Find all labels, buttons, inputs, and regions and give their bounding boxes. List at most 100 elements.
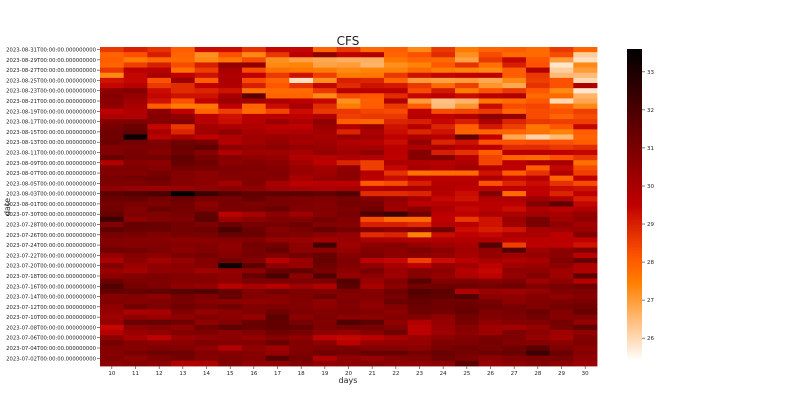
heatmap-cell bbox=[100, 252, 125, 259]
heatmap-cell bbox=[336, 191, 361, 197]
heatmap-cell bbox=[171, 247, 196, 254]
heatmap-cell bbox=[384, 57, 409, 63]
heatmap-cell bbox=[526, 211, 551, 218]
y-tick-label: 2023-07-12T00:00:00.000000000 bbox=[6, 305, 96, 311]
heatmap-cell bbox=[549, 340, 574, 346]
heatmap-cell bbox=[407, 355, 432, 362]
heatmap-cell bbox=[194, 62, 219, 68]
heatmap-cell bbox=[502, 77, 527, 84]
heatmap-cell bbox=[336, 196, 361, 202]
heatmap-cell bbox=[100, 263, 125, 269]
heatmap-cell bbox=[502, 72, 527, 79]
heatmap-cell bbox=[478, 124, 503, 130]
heatmap-cell bbox=[336, 273, 361, 279]
heatmap-cell bbox=[100, 335, 125, 341]
heatmap-cell bbox=[147, 360, 172, 367]
heatmap-cell bbox=[218, 329, 243, 336]
heatmap-cell bbox=[313, 227, 338, 233]
x-tick-label: 28 bbox=[534, 371, 541, 377]
heatmap-cell bbox=[242, 299, 267, 305]
heatmap-cell bbox=[526, 263, 551, 269]
heatmap-cell bbox=[242, 170, 267, 177]
heatmap-cell bbox=[336, 155, 361, 161]
heatmap-cell bbox=[526, 155, 551, 161]
heatmap-cell bbox=[502, 67, 527, 74]
y-axis-ticks: 2023-08-31T00:00:00.000000000 2023-08-29T… bbox=[6, 48, 100, 362]
heatmap-cell bbox=[502, 62, 527, 68]
heatmap-cell bbox=[431, 83, 456, 89]
heatmap-cell bbox=[147, 304, 172, 310]
heatmap-cell bbox=[407, 77, 432, 84]
y-tick-label: 2023-07-22T00:00:00.000000000 bbox=[6, 253, 96, 259]
heatmap-cell bbox=[360, 268, 385, 274]
heatmap-cell bbox=[289, 360, 314, 367]
heatmap-cell bbox=[407, 216, 432, 223]
heatmap-cell bbox=[573, 149, 598, 156]
heatmap-cell bbox=[431, 67, 456, 74]
heatmap-cell bbox=[573, 288, 598, 295]
heatmap-cell bbox=[147, 293, 172, 300]
heatmap-cell bbox=[549, 227, 574, 233]
heatmap-cell bbox=[549, 329, 574, 336]
heatmap-cell bbox=[384, 191, 409, 197]
heatmap-cell bbox=[360, 165, 385, 171]
heatmap-cell bbox=[147, 57, 172, 63]
colorbar-tick-label: 33 bbox=[647, 70, 654, 76]
heatmap-cell bbox=[336, 129, 361, 135]
heatmap-cell bbox=[478, 113, 503, 120]
heatmap-cell bbox=[289, 278, 314, 285]
heatmap-cell bbox=[360, 350, 385, 357]
heatmap-cell bbox=[171, 355, 196, 362]
heatmap-cell bbox=[336, 268, 361, 274]
heatmap-cell bbox=[242, 345, 267, 351]
heatmap-cell bbox=[171, 103, 196, 110]
heatmap-cell bbox=[384, 232, 409, 238]
heatmap-cell bbox=[431, 165, 456, 171]
heatmap-cell bbox=[502, 129, 527, 135]
heatmap-cell bbox=[431, 324, 456, 331]
heatmap-cell bbox=[313, 360, 338, 367]
heatmap-cell bbox=[194, 273, 219, 279]
heatmap-cell bbox=[289, 129, 314, 135]
heatmap-cell bbox=[289, 324, 314, 331]
y-tick-label: 2023-08-05T00:00:00.000000000 bbox=[6, 181, 96, 187]
heatmap-cell bbox=[455, 247, 480, 254]
heatmap-cell bbox=[171, 77, 196, 84]
x-tick-label: 26 bbox=[487, 371, 494, 377]
heatmap-cell bbox=[123, 144, 148, 151]
heatmap-cell bbox=[265, 67, 290, 74]
heatmap-cell bbox=[218, 191, 243, 197]
heatmap-cell bbox=[194, 72, 219, 79]
heatmap-cell bbox=[384, 288, 409, 295]
heatmap-cell bbox=[289, 273, 314, 279]
heatmap-cell bbox=[407, 62, 432, 68]
heatmap-cell bbox=[123, 283, 148, 290]
heatmap-cell bbox=[194, 98, 219, 104]
heatmap-cell bbox=[313, 206, 338, 213]
heatmap-cell bbox=[265, 98, 290, 104]
heatmap-cell bbox=[313, 191, 338, 197]
heatmap-cell bbox=[478, 309, 503, 315]
heatmap-cell bbox=[455, 273, 480, 279]
heatmap-cell bbox=[265, 180, 290, 187]
heatmap-cell bbox=[147, 88, 172, 94]
heatmap-cell bbox=[407, 149, 432, 156]
heatmap-cell bbox=[407, 304, 432, 310]
heatmap-cell bbox=[313, 211, 338, 218]
heatmap-cell bbox=[407, 242, 432, 249]
heatmap-cell bbox=[407, 52, 432, 58]
heatmap-cell bbox=[123, 57, 148, 63]
heatmap-cell bbox=[289, 283, 314, 290]
heatmap-cell bbox=[455, 232, 480, 238]
heatmap-cell bbox=[313, 232, 338, 238]
heatmap-cell bbox=[336, 93, 361, 99]
x-tick-label: 19 bbox=[321, 371, 328, 377]
heatmap-cell bbox=[573, 252, 598, 259]
heatmap-cell bbox=[526, 144, 551, 151]
heatmap-cell bbox=[123, 149, 148, 156]
heatmap-cell bbox=[100, 216, 125, 223]
heatmap-cell bbox=[171, 335, 196, 341]
heatmap-cell bbox=[123, 329, 148, 336]
heatmap-cell bbox=[526, 185, 551, 192]
colorbar-tick-label: 26 bbox=[647, 336, 654, 342]
